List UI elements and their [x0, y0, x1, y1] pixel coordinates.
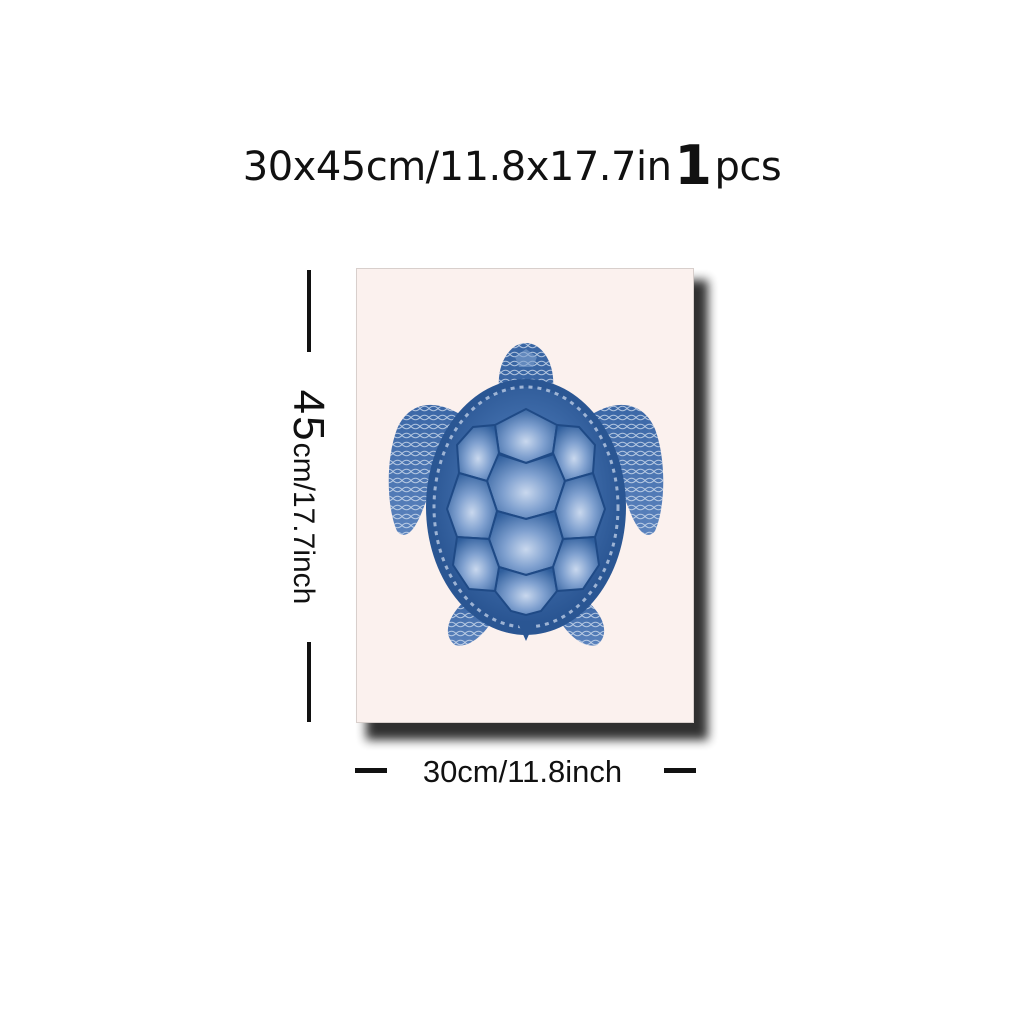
height-value: 45	[284, 389, 333, 443]
width-bar-left	[355, 768, 387, 773]
canvas-print	[356, 268, 694, 723]
size-label: 30x45cm/11.8x17.7in	[242, 144, 672, 190]
height-bar-top	[307, 270, 311, 352]
height-text: cm/17.7inch	[287, 442, 320, 605]
width-label: 30cm/11.8inch	[422, 754, 623, 789]
height-label: 45cm/17.7inch	[283, 390, 333, 605]
quantity-unit: pcs	[714, 144, 782, 190]
sea-turtle-icon	[388, 343, 664, 646]
height-bar-bottom	[307, 642, 311, 722]
quantity-number: 1	[674, 134, 712, 197]
width-bar-right	[664, 768, 696, 773]
turtle-shell	[426, 379, 626, 641]
size-headline: 30x45cm/11.8x17.7in1pcs	[0, 136, 1024, 197]
